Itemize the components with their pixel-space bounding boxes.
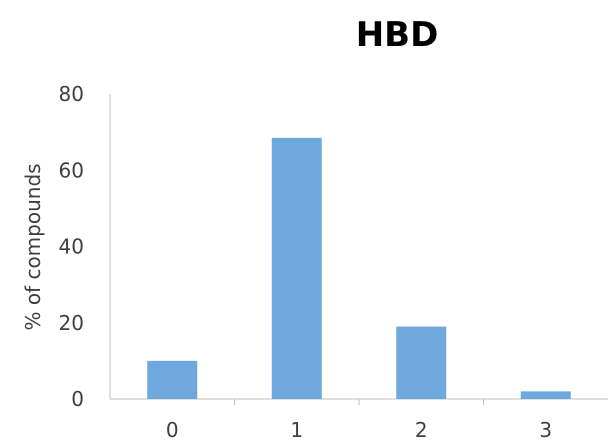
x-tick-marks <box>234 399 484 405</box>
y-tick-label: 0 <box>71 387 84 411</box>
y-tick-label: 60 <box>59 158 84 182</box>
bars <box>147 137 571 399</box>
y-axis-label: % of compounds <box>21 163 45 330</box>
y-tick-labels: 0 20 40 60 80 <box>59 82 84 411</box>
y-tick-label: 20 <box>59 311 84 335</box>
chart-title: HBD <box>356 15 439 55</box>
x-tick-label: 2 <box>415 418 428 442</box>
bar-1 <box>271 137 322 399</box>
bar-3 <box>520 391 571 399</box>
x-tick-label: 3 <box>539 418 552 442</box>
x-tick-label: 1 <box>290 418 303 442</box>
y-tick-label: 40 <box>59 235 84 259</box>
bar-2 <box>396 326 447 399</box>
x-tick-labels: 0 1 2 3 <box>166 418 552 442</box>
bar-0 <box>147 360 198 399</box>
x-tick-label: 0 <box>166 418 179 442</box>
y-tick-label: 80 <box>59 82 84 106</box>
